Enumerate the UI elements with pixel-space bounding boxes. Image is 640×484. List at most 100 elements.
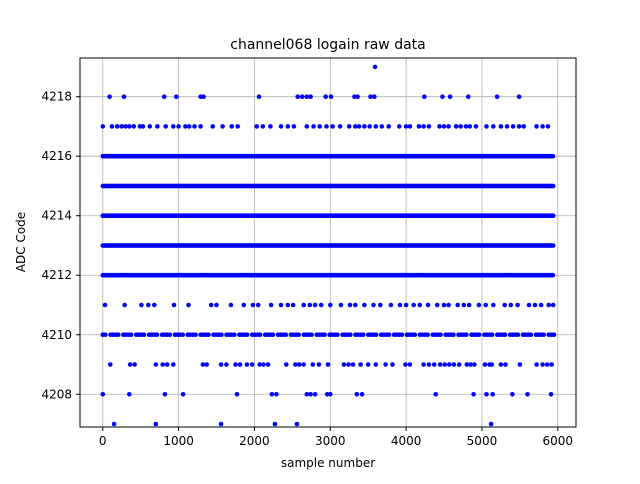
data-point [127, 124, 132, 129]
data-point [441, 302, 447, 308]
data-point [446, 124, 451, 129]
data-point [323, 94, 329, 99]
data-point [108, 362, 113, 367]
data-point [348, 332, 353, 338]
data-point [244, 332, 250, 338]
data-point [309, 332, 314, 338]
data-point [446, 302, 451, 308]
data-point [304, 124, 310, 129]
data-point [540, 124, 545, 129]
data-point [346, 362, 351, 367]
data-point [472, 362, 477, 367]
data-point [330, 124, 335, 129]
data-point [308, 94, 313, 99]
data-point [123, 124, 128, 129]
data-point [154, 332, 160, 338]
data-point [373, 332, 379, 338]
data-point [371, 302, 376, 308]
data-point [186, 124, 192, 129]
data-point [373, 362, 379, 367]
data-point [218, 421, 224, 427]
data-point [100, 124, 106, 129]
data-point [447, 362, 452, 367]
data-point [127, 392, 132, 397]
data-point [437, 362, 443, 367]
data-point [510, 124, 516, 129]
data-point [550, 153, 556, 159]
data-point [386, 332, 392, 338]
data-point [466, 302, 472, 308]
data-point [296, 332, 302, 338]
data-point [121, 94, 127, 99]
data-point [515, 332, 521, 338]
data-point [372, 94, 377, 99]
data-point [171, 124, 176, 129]
data-point [528, 332, 534, 338]
data-point [347, 302, 353, 308]
data-point [548, 392, 554, 397]
data-point [456, 362, 462, 367]
data-point [219, 332, 224, 338]
data-point [403, 124, 409, 129]
data-point [316, 362, 322, 367]
data-point [464, 362, 470, 367]
data-point [471, 392, 476, 397]
data-point [353, 302, 358, 308]
data-point [356, 124, 362, 129]
data-point [278, 302, 284, 308]
data-point [325, 362, 331, 367]
data-point [308, 392, 313, 397]
data-point [304, 392, 310, 397]
data-point [407, 124, 413, 129]
data-point [294, 421, 300, 427]
data-point [386, 124, 392, 129]
data-point [441, 124, 447, 129]
data-point [122, 302, 127, 308]
data-point [176, 124, 181, 129]
data-point [365, 362, 371, 367]
data-point [290, 302, 296, 308]
data-points [100, 64, 557, 427]
data-point [268, 124, 273, 129]
data-point [421, 362, 426, 367]
data-point [466, 94, 471, 99]
data-point [417, 302, 423, 308]
data-point [272, 421, 278, 427]
data-point [498, 362, 504, 367]
x-tick-label: 2000 [239, 434, 270, 448]
data-point [256, 94, 262, 99]
data-point [540, 362, 545, 367]
data-point [503, 362, 508, 367]
data-point [131, 124, 137, 129]
data-point [546, 302, 551, 308]
data-point [192, 124, 197, 129]
data-point [416, 124, 422, 129]
data-point [250, 302, 256, 308]
data-point [517, 362, 523, 367]
data-point [464, 332, 469, 338]
data-point [451, 362, 457, 367]
data-point [206, 332, 211, 338]
data-point [494, 94, 500, 99]
data-point [265, 362, 271, 367]
data-point [171, 302, 177, 308]
data-point [114, 124, 120, 129]
data-point [489, 362, 495, 367]
x-tick-label: 4000 [391, 434, 422, 448]
data-point [403, 302, 409, 308]
data-point [241, 302, 247, 308]
data-point [354, 392, 360, 397]
data-point [359, 392, 365, 397]
data-point [379, 124, 385, 129]
data-point [412, 332, 418, 338]
data-point [201, 94, 206, 99]
data-point [534, 362, 539, 367]
data-point [103, 332, 108, 338]
data-point [255, 302, 261, 308]
data-point [311, 124, 316, 129]
data-point [285, 124, 291, 129]
data-point [218, 362, 224, 367]
x-tick-label: 0 [99, 434, 107, 448]
data-point [468, 362, 473, 367]
